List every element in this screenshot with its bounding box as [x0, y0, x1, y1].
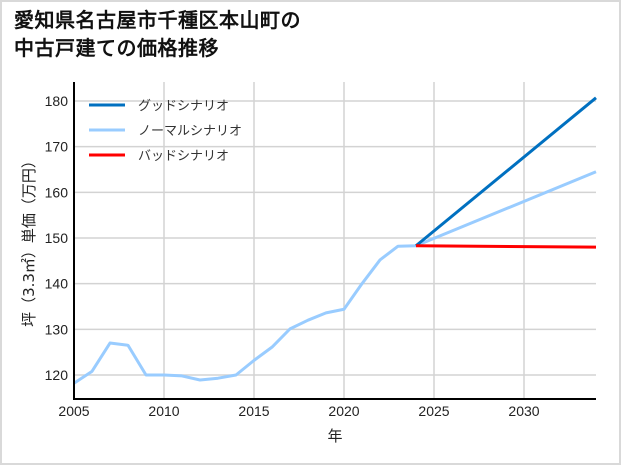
legend-label: ノーマルシナリオ [138, 124, 242, 139]
axes [73, 82, 596, 400]
x-tick-label: 2020 [328, 403, 359, 419]
x-tick-label: 2010 [148, 403, 179, 419]
x-tick-label: 2030 [508, 403, 539, 419]
y-axis-label: 坪（3.3㎡）単価（万円） [20, 153, 38, 327]
x-tick-label: 2005 [58, 403, 89, 419]
y-tick-label: 120 [45, 367, 69, 383]
chart-title: 愛知県名古屋市千種区本山町の 中古戸建ての価格推移 [14, 6, 301, 62]
x-tick-label: 2015 [238, 403, 269, 419]
series-line [415, 244, 597, 249]
y-tick-label: 170 [45, 139, 69, 155]
y-tick-label: 140 [45, 276, 69, 292]
y-tick-label: 150 [45, 230, 69, 246]
tick-labels: 2005 2010 2015 2020 2025 2030 120 130 140 150 160 1… [45, 93, 540, 419]
x-axis-label: 年 [327, 427, 342, 445]
legend-label: バッドシナリオ [138, 149, 229, 164]
series-line [73, 170, 597, 385]
title-line-2: 中古戸建ての価格推移 [14, 36, 219, 60]
series-line [415, 96, 597, 247]
title-line-1: 愛知県名古屋市千種区本山町の [14, 8, 301, 32]
y-tick-label: 130 [45, 321, 69, 337]
y-tick-label: 160 [45, 184, 69, 200]
legend-label: グッドシナリオ [138, 99, 229, 114]
data-series [73, 96, 597, 385]
x-tick-label: 2025 [418, 403, 449, 419]
y-tick-label: 180 [45, 93, 69, 109]
